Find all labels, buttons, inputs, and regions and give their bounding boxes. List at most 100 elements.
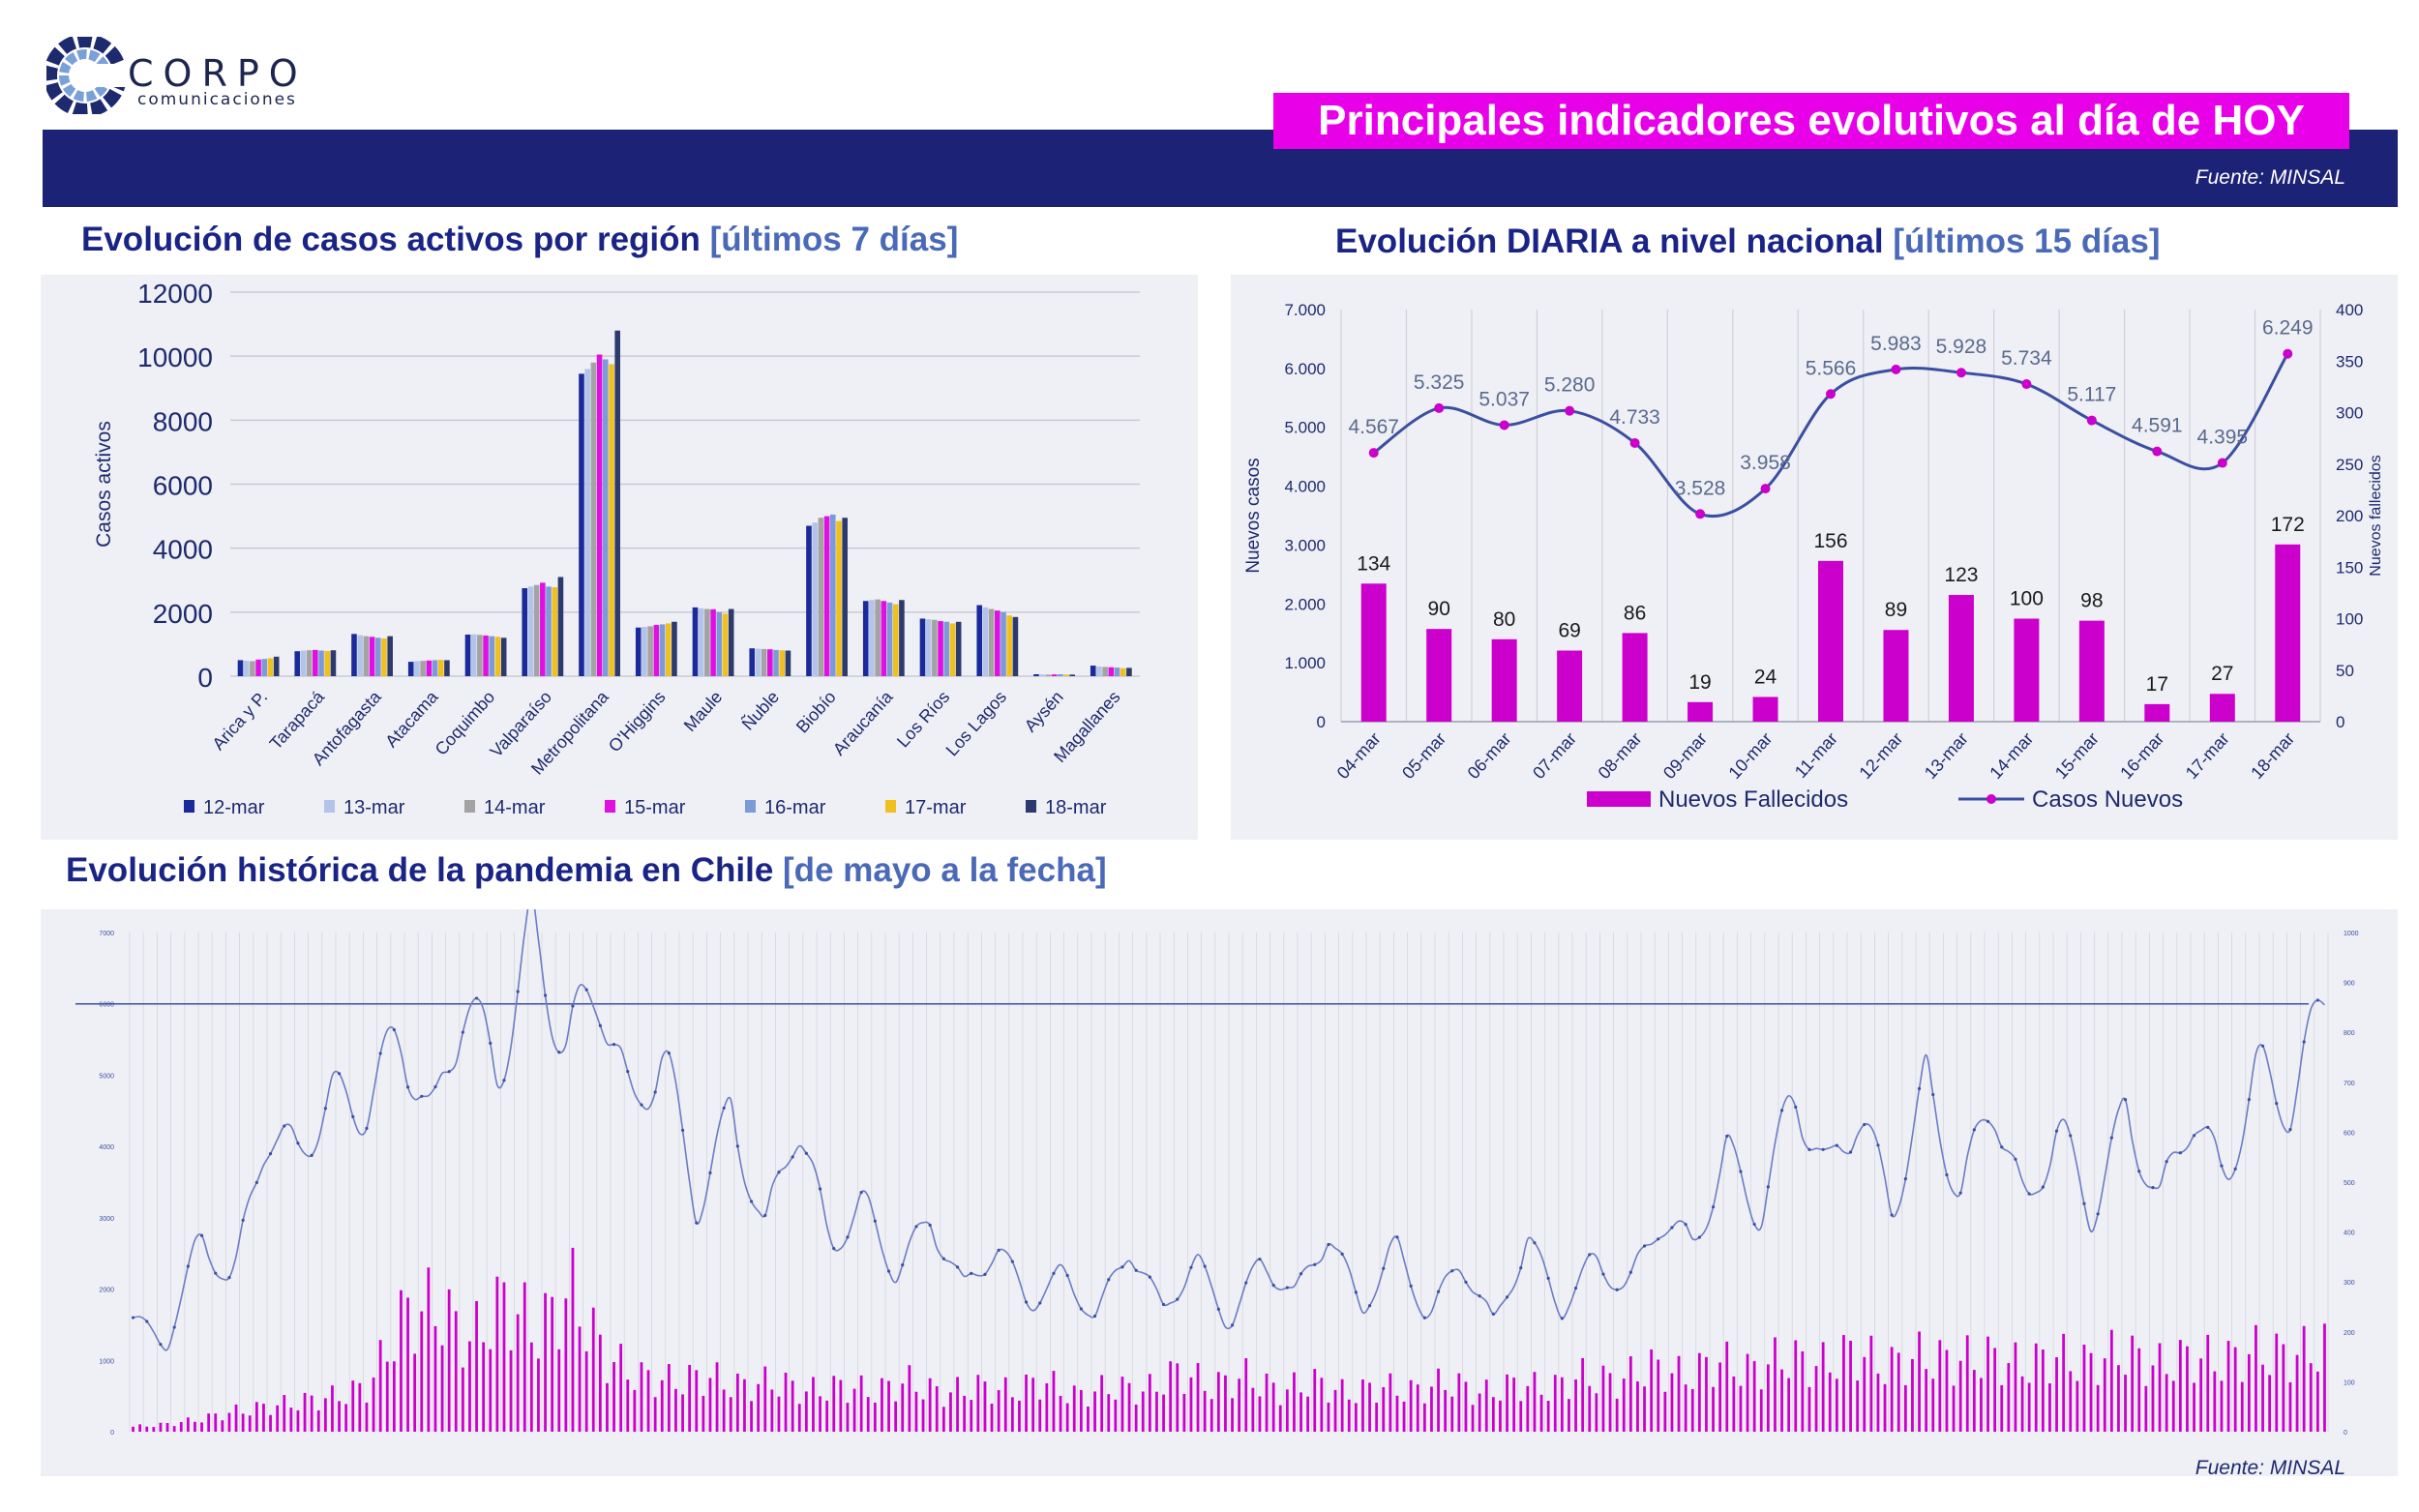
historic-deaths-bar <box>454 1311 458 1432</box>
daily-legend-swatch-deaths <box>1587 791 1651 807</box>
historic-cases-point <box>2027 1192 2031 1196</box>
historic-deaths-bar <box>2055 1357 2058 1432</box>
historic-deaths-bar <box>1780 1369 1783 1432</box>
daily-deaths-label: 17 <box>2146 673 2168 696</box>
historic-cases-point <box>1821 1147 1825 1151</box>
regional-bar <box>387 636 393 676</box>
historic-cases-point <box>1876 1143 1880 1147</box>
regional-bar <box>1126 667 1132 676</box>
daily-cases-point <box>1499 420 1509 430</box>
regional-bar <box>1120 667 1126 676</box>
historic-deaths-bar <box>1293 1372 1296 1432</box>
historic-deaths-bar <box>482 1342 486 1432</box>
historic-cases-point <box>1779 1109 1784 1112</box>
regional-x-tick: Los Ríos <box>893 687 953 751</box>
historic-deaths-bar <box>1059 1395 1062 1432</box>
regional-bar <box>869 600 875 676</box>
regional-legend-swatch <box>1026 800 1036 813</box>
historic-deaths-bar <box>1045 1382 1049 1432</box>
historic-y-tick-right: 0 <box>2344 1430 2347 1437</box>
historic-deaths-bar <box>1925 1369 1928 1432</box>
historic-y-tick-left: 4000 <box>99 1144 114 1151</box>
daily-deaths-bar <box>1622 633 1648 722</box>
historic-deaths-bar <box>1265 1373 1269 1432</box>
historic-deaths-bar <box>529 1342 533 1432</box>
regional-bar <box>540 582 546 676</box>
historic-cases-point <box>2275 1102 2279 1106</box>
historic-deaths-bar <box>537 1358 540 1432</box>
historic-deaths-bar <box>316 1409 320 1432</box>
regional-bar <box>785 650 791 676</box>
historic-cases-point <box>2000 1145 2004 1149</box>
historic-deaths-bar <box>475 1301 478 1432</box>
regional-bar <box>938 621 943 676</box>
historic-deaths-bar <box>1354 1403 1358 1432</box>
historic-deaths-bar <box>729 1397 732 1432</box>
historic-y-tick-left: 0 <box>110 1430 114 1437</box>
historic-deaths-bar <box>1251 1387 1255 1432</box>
historic-deaths-bar <box>2275 1333 2279 1432</box>
historic-deaths-bar <box>1869 1335 1873 1432</box>
historic-cases-point <box>695 1221 699 1225</box>
source-label-top: Fuente: MINSAL <box>2195 166 2345 189</box>
regional-bar <box>369 637 375 676</box>
historic-deaths-bar <box>194 1421 196 1432</box>
daily-deaths-bar <box>2014 618 2040 722</box>
regional-bar <box>836 520 842 676</box>
historic-deaths-bar <box>1333 1389 1337 1432</box>
historic-deaths-bar <box>777 1396 781 1432</box>
historic-deaths-bar <box>544 1292 547 1432</box>
regional-bar <box>1057 674 1063 676</box>
regional-bar <box>351 634 357 676</box>
regional-bar <box>1096 667 1102 676</box>
regional-bar <box>862 601 869 676</box>
historic-cases-point <box>1299 1272 1303 1276</box>
brand-subtitle: comunicaciones <box>137 90 297 109</box>
regional-legend-label: 15-mar <box>624 797 686 818</box>
historic-deaths-bar <box>1725 1341 1729 1432</box>
historic-deaths-bar <box>1162 1394 1165 1432</box>
historic-deaths-bar <box>640 1362 643 1432</box>
historic-deaths-bar <box>2186 1346 2189 1432</box>
historic-cases-point <box>1725 1134 1729 1139</box>
historic-cases-point <box>1560 1317 1564 1320</box>
historic-deaths-bar <box>1244 1358 1248 1432</box>
daily-deaths-label: 134 <box>1357 552 1390 575</box>
historic-cases-point <box>1010 1260 1014 1263</box>
regional-bar <box>477 635 483 676</box>
historic-deaths-bar <box>502 1282 506 1432</box>
regional-bar <box>722 613 729 676</box>
historic-deaths-bar <box>660 1379 664 1432</box>
historic-deaths-bar <box>227 1412 231 1432</box>
regional-legend-swatch <box>324 800 335 813</box>
regional-bar <box>313 649 318 676</box>
historic-deaths-bar <box>1608 1373 1612 1432</box>
section-title-historic-sub: [de mayo a la fecha] <box>783 851 1107 889</box>
historic-deaths-bar <box>839 1379 843 1432</box>
historic-deaths-bar <box>1980 1378 1983 1432</box>
historic-cases-point <box>1203 1264 1207 1268</box>
historic-deaths-bar <box>667 1364 671 1432</box>
daily-x-tick: 11-mar <box>1791 728 1841 782</box>
regional-legend-label: 18-mar <box>1045 797 1107 818</box>
historic-deaths-bar <box>2171 1380 2175 1432</box>
historic-deaths-bar <box>1766 1364 1770 1432</box>
historic-deaths-bar <box>873 1402 877 1432</box>
source-label-bottom: Fuente: MINSAL <box>2195 1457 2345 1479</box>
historic-cases-point <box>365 1126 369 1131</box>
daily-cases-point <box>1434 402 1445 413</box>
historic-deaths-bar <box>2062 1333 2066 1432</box>
regional-bar <box>357 635 363 676</box>
historic-cases-point <box>1134 1268 1138 1272</box>
historic-deaths-bar <box>557 1349 561 1432</box>
regional-bar <box>420 661 426 676</box>
daily-deaths-bar <box>1491 638 1517 722</box>
historic-cases-point <box>351 1114 355 1119</box>
historic-deaths-bar <box>804 1391 808 1432</box>
section-title-regional-main: Evolución de casos activos por región <box>81 221 701 258</box>
daily-x-tick: 09-mar <box>1659 728 1711 783</box>
daily-x-tick: 07-mar <box>1529 728 1580 783</box>
historic-cases-point <box>1216 1307 1220 1311</box>
historic-cases-point <box>791 1155 794 1159</box>
historic-cases-point <box>612 1043 616 1047</box>
